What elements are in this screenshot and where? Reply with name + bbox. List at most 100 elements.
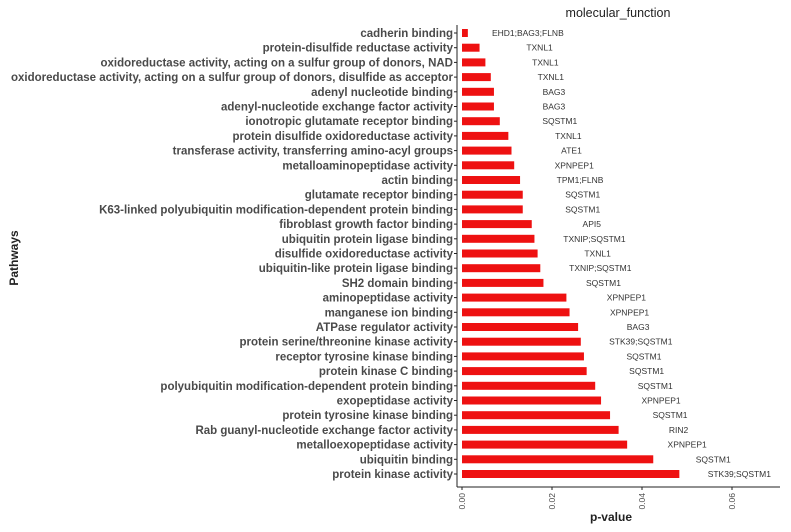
- category-label: ubiquitin-like protein ligase binding: [259, 263, 453, 275]
- gene-label: TXNL1: [526, 43, 553, 53]
- bar: [462, 73, 491, 82]
- category-label: cadherin binding: [360, 28, 453, 40]
- bar: [462, 205, 523, 214]
- y-axis-title: Pathways: [7, 230, 21, 286]
- bar: [462, 117, 500, 126]
- category-label: manganese ion binding: [325, 307, 453, 319]
- gene-label: TXNIP;SQSTM1: [569, 263, 632, 273]
- bar: [462, 161, 515, 170]
- bar: [462, 367, 587, 376]
- bar: [462, 102, 494, 111]
- bar: [462, 234, 535, 243]
- gene-label: TPM1;FLNB: [557, 175, 604, 185]
- gene-label: XPNPEP1: [610, 307, 649, 317]
- gene-label: XPNPEP1: [555, 160, 594, 170]
- gene-label: SQSTM1: [565, 204, 600, 214]
- category-label: ubiquitin protein ligase binding: [282, 234, 453, 246]
- chart-title: molecular_function: [566, 6, 671, 20]
- bar: [462, 293, 567, 302]
- bar: [462, 29, 468, 37]
- bar: [462, 190, 523, 199]
- category-label: exopeptidase activity: [337, 396, 454, 408]
- gene-label: XPNPEP1: [641, 396, 680, 406]
- x-tick-label: 0.02: [547, 493, 557, 510]
- gene-label: BAG3: [627, 322, 650, 332]
- bar: [462, 323, 579, 331]
- gene-label: XPNPEP1: [607, 293, 646, 303]
- category-label: oxidoreductase activity, acting on a sul…: [11, 72, 453, 84]
- category-label: protein serine/threonine kinase activity: [240, 337, 454, 349]
- gene-label: SQSTM1: [542, 116, 577, 126]
- bar: [462, 411, 611, 420]
- category-label: actin binding: [381, 175, 453, 187]
- gene-label: ATE1: [561, 146, 582, 156]
- gene-label: TXNIP;SQSTM1: [563, 234, 626, 244]
- bar: [462, 131, 509, 140]
- category-label: K63-linked polyubiquitin modification-de…: [99, 204, 453, 216]
- category-label: adenyl-nucleotide exchange factor activi…: [221, 102, 454, 114]
- bar: [462, 396, 602, 405]
- gene-label: XPNPEP1: [668, 440, 707, 450]
- bar: [462, 440, 628, 449]
- gene-label: TXNL1: [555, 131, 582, 141]
- gene-label: SQSTM1: [653, 410, 688, 420]
- category-label: oxidoreductase activity, acting on a sul…: [101, 57, 454, 69]
- category-label: SH2 domain binding: [342, 278, 453, 290]
- gene-label: BAG3: [543, 87, 566, 97]
- gene-label: TXNL1: [532, 57, 559, 67]
- x-tick-label: 0.06: [727, 493, 737, 510]
- gene-label: BAG3: [543, 102, 566, 112]
- gene-label: SQSTM1: [638, 381, 673, 391]
- gene-label: RIN2: [669, 425, 689, 435]
- category-label: protein disulfide oxidoreductase activit…: [233, 131, 454, 143]
- category-label: adenyl nucleotide binding: [311, 87, 453, 99]
- bar: [462, 58, 486, 67]
- gene-label: TXNL1: [538, 72, 565, 82]
- gene-label: EHD1;BAG3;FLNB: [492, 28, 564, 38]
- category-label: aminopeptidase activity: [323, 293, 454, 305]
- bar: [462, 352, 584, 361]
- gene-label: SQSTM1: [696, 454, 731, 464]
- gene-label: TXNL1: [584, 249, 611, 259]
- category-label: protein kinase activity: [332, 469, 453, 481]
- category-label: ionotropic glutamate receptor binding: [245, 116, 453, 128]
- x-axis-title: p-value: [590, 510, 632, 524]
- category-label: receptor tyrosine kinase binding: [275, 351, 453, 363]
- x-tick-label: 0.04: [637, 493, 647, 510]
- category-label: fibroblast growth factor binding: [279, 219, 453, 231]
- category-label: disulfide oxidoreductase activity: [275, 249, 454, 261]
- category-label: protein-disulfide reductase activity: [263, 43, 454, 55]
- category-label: transferase activity, transferring amino…: [173, 146, 453, 158]
- bar: [462, 87, 494, 96]
- gene-label: SQSTM1: [565, 190, 600, 200]
- category-label: Rab guanyl-nucleotide exchange factor ac…: [195, 425, 453, 437]
- bar: [462, 176, 521, 184]
- gene-label: API5: [583, 219, 602, 229]
- category-label: ubiquitin binding: [360, 454, 453, 466]
- bar: [462, 337, 581, 346]
- gene-label: STK39;SQSTM1: [609, 337, 673, 347]
- bar: [462, 470, 680, 478]
- category-label: glutamate receptor binding: [305, 190, 453, 202]
- bar: [462, 381, 596, 390]
- category-label: protein kinase C binding: [319, 366, 453, 378]
- gene-label: SQSTM1: [629, 366, 664, 376]
- category-label: ATPase regulator activity: [316, 322, 454, 334]
- bar: [462, 146, 512, 155]
- category-label: metalloaminopeptidase activity: [282, 160, 453, 172]
- bar: [462, 43, 480, 52]
- bar: [462, 249, 538, 258]
- bar: [462, 425, 619, 434]
- x-tick-label: 0.00: [457, 493, 467, 510]
- category-label: polyubiquitin modification-dependent pro…: [160, 381, 453, 393]
- bar: [462, 264, 541, 273]
- gene-label: SQSTM1: [586, 278, 621, 288]
- category-label: metalloexopeptidase activity: [296, 440, 453, 452]
- bar: [462, 278, 544, 287]
- gene-label: STK39;SQSTM1: [708, 469, 772, 479]
- bar: [462, 455, 654, 464]
- category-label: protein tyrosine kinase binding: [282, 410, 453, 422]
- bar: [462, 220, 532, 229]
